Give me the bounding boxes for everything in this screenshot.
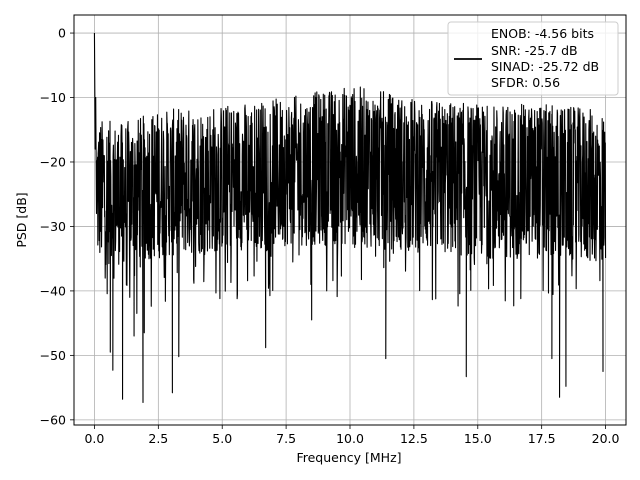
legend: ENOB: -4.56 bits SNR: -25.7 dB SINAD: -2… [447,21,619,96]
y-axis-label: PSD [dB] [14,192,29,247]
legend-line-snr: SNR: -25.7 dB [491,43,578,58]
x-tick-label: 20.0 [592,431,620,446]
y-tick-label: −60 [40,412,66,427]
y-tick-label: −20 [40,154,66,169]
x-tick-label: 2.5 [148,431,168,446]
x-tick-label: 7.5 [276,431,296,446]
legend-line-enob: ENOB: -4.56 bits [491,26,594,41]
psd-series-line [93,33,607,403]
y-tick-label: −30 [40,219,66,234]
y-tick-label: 0 [58,26,66,41]
x-tick-label: 17.5 [528,431,556,446]
legend-line-sfdr: SFDR: 0.56 [491,75,560,90]
legend-line-sinad: SINAD: -25.72 dB [491,59,599,74]
legend-box [447,21,619,96]
ticks: 0.0 2.5 5.0 7.5 10.0 12.5 15.0 17.5 20.0 0 −10 −20 −… [40,26,620,446]
x-tick-label: 10.0 [336,431,364,446]
x-tick-label: 15.0 [464,431,492,446]
y-tick-label: −10 [40,90,66,105]
y-tick-label: −40 [40,283,66,298]
plot-frame [73,14,627,426]
x-axis-label: Frequency [MHz] [296,450,401,465]
x-tick-label: 12.5 [400,431,428,446]
x-tick-label: 5.0 [212,431,232,446]
x-tick-label: 0.0 [84,431,104,446]
y-tick-label: −50 [40,348,66,363]
series-layer [93,33,607,403]
